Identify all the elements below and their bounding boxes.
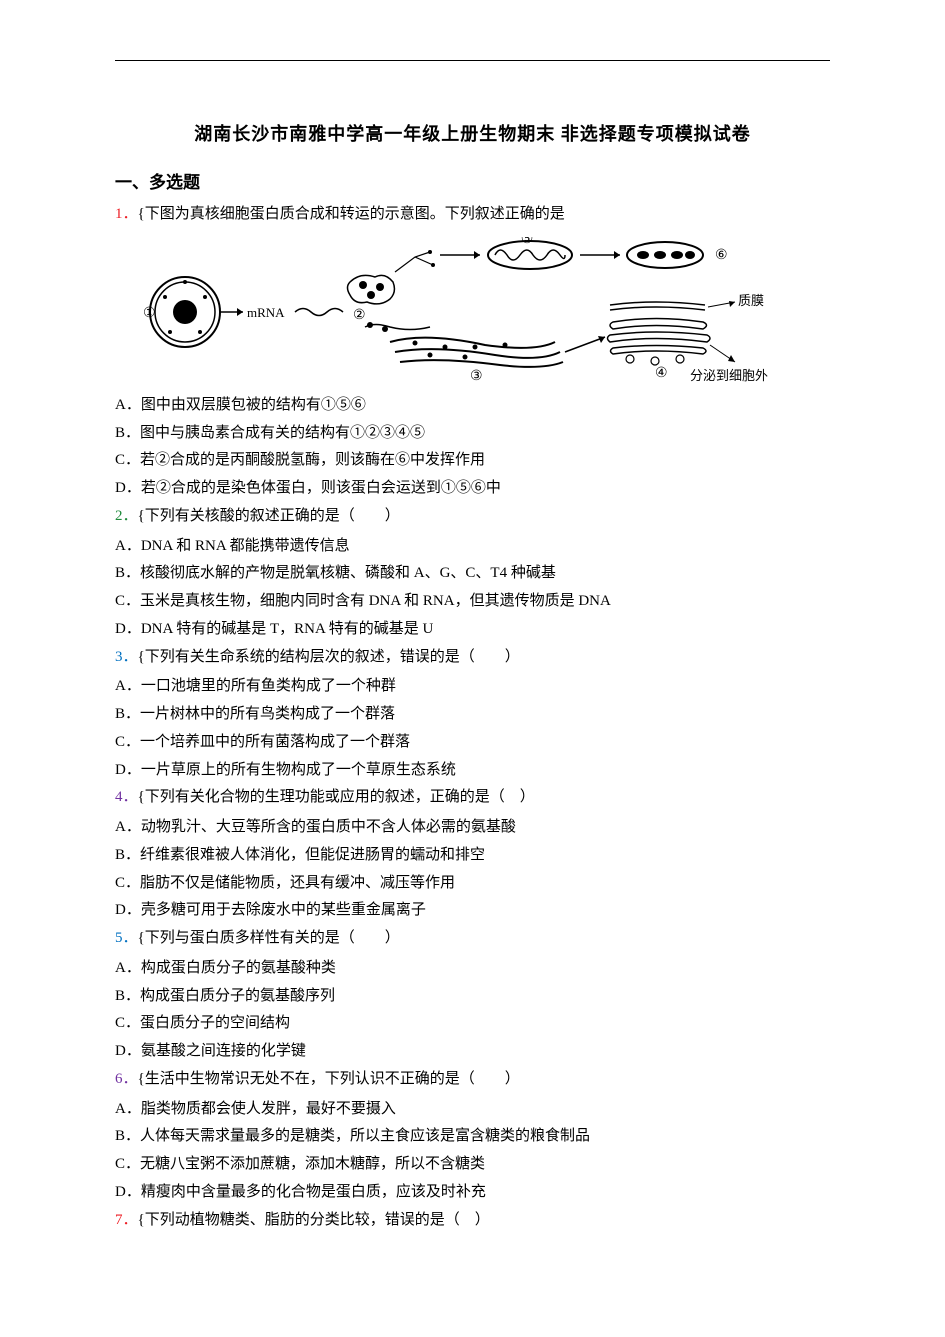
question-number: 4． (115, 789, 138, 805)
q3-option-c: C．一个培养皿中的所有菌落构成了一个群落 (115, 729, 830, 757)
q4-option-a: A．动物乳汁、大豆等所含的蛋白质中不含人体必需的氨基酸 (115, 814, 830, 842)
q1-option-d: D．若②合成的是染色体蛋白，则该蛋白会运送到①⑤⑥中 (115, 475, 830, 503)
question-text: {下列与蛋白质多样性有关的是（ ） (138, 930, 400, 946)
question-text: {下图为真核细胞蛋白质合成和转运的示意图。下列叙述正确的是 (138, 206, 565, 222)
question-number: 6． (115, 1071, 138, 1087)
q4-option-d: D．壳多糖可用于去除废水中的某些重金属离子 (115, 897, 830, 925)
q2-option-d: D．DNA 特有的碱基是 T，RNA 特有的碱基是 U (115, 616, 830, 644)
page-title: 湖南长沙市南雅中学高一年级上册生物期末 非选择题专项模拟试卷 (115, 120, 830, 146)
q1-option-c: C．若②合成的是丙酮酸脱氢酶，则该酶在⑥中发挥作用 (115, 447, 830, 475)
q6-option-c: C．无糖八宝粥不添加蔗糖，添加木糖醇，所以不含糖类 (115, 1151, 830, 1179)
question-1-stem: 1．{下图为真核细胞蛋白质合成和转运的示意图。下列叙述正确的是 (115, 201, 830, 229)
label-6: ⑥ (715, 248, 728, 263)
q2-option-b: B．核酸彻底水解的产物是脱氧核糖、磷酸和 A、G、C、T4 种碱基 (115, 560, 830, 588)
label-2: ② (353, 308, 366, 323)
q2-option-a: A．DNA 和 RNA 都能携带遗传信息 (115, 533, 830, 561)
question-number: 2． (115, 508, 138, 524)
membrane-label: 质膜 (738, 293, 764, 308)
label-1: ① (143, 306, 156, 321)
question-5-stem: 5．{下列与蛋白质多样性有关的是（ ） (115, 925, 830, 953)
q6-option-d: D．精瘦肉中含量最多的化合物是蛋白质，应该及时补充 (115, 1179, 830, 1207)
question-3-stem: 3．{下列有关生命系统的结构层次的叙述，错误的是（ ） (115, 644, 830, 672)
q5-option-b: B．构成蛋白质分子的氨基酸序列 (115, 983, 830, 1011)
question-6-stem: 6．{生活中生物常识无处不在，下列认识不正确的是（ ） (115, 1066, 830, 1094)
label-3: ③ (470, 369, 483, 382)
secrete-label: 分泌到细胞外 (690, 368, 768, 382)
q5-option-d: D．氨基酸之间连接的化学键 (115, 1038, 830, 1066)
question-number: 5． (115, 930, 138, 946)
question-text: {下列有关化合物的生理功能或应用的叙述，正确的是（ ） (138, 789, 535, 805)
mrna-label: mRNA (247, 305, 285, 320)
cell-diagram: ① mRNA ② ⑤ (135, 237, 775, 382)
question-number: 7． (115, 1212, 138, 1228)
question-text: {下列有关生命系统的结构层次的叙述，错误的是（ ） (138, 649, 520, 665)
q6-option-b: B．人体每天需求量最多的是糖类，所以主食应该是富含糖类的粮食制品 (115, 1123, 830, 1151)
q1-option-b: B．图中与胰岛素合成有关的结构有①②③④⑤ (115, 420, 830, 448)
question-2-stem: 2．{下列有关核酸的叙述正确的是（ ） (115, 503, 830, 531)
question-text: {下列有关核酸的叙述正确的是（ ） (138, 508, 400, 524)
question-text: {下列动植物糖类、脂肪的分类比较，错误的是（ ） (138, 1212, 490, 1228)
section-header: 一、多选题 (115, 168, 830, 193)
q4-option-b: B．纤维素很难被人体消化，但能促进肠胃的蠕动和排空 (115, 842, 830, 870)
label-4: ④ (655, 366, 668, 381)
q4-option-c: C．脂肪不仅是储能物质，还具有缓冲、减压等作用 (115, 870, 830, 898)
q5-option-c: C．蛋白质分子的空间结构 (115, 1010, 830, 1038)
question-number: 3． (115, 649, 138, 665)
q2-option-c: C．玉米是真核生物，细胞内同时含有 DNA 和 RNA，但其遗传物质是 DNA (115, 588, 830, 616)
q6-option-a: A．脂类物质都会使人发胖，最好不要摄入 (115, 1096, 830, 1124)
q5-option-a: A．构成蛋白质分子的氨基酸种类 (115, 955, 830, 983)
question-7-stem: 7．{下列动植物糖类、脂肪的分类比较，错误的是（ ） (115, 1207, 830, 1235)
question-text: {生活中生物常识无处不在，下列认识不正确的是（ ） (138, 1071, 520, 1087)
q3-option-b: B．一片树林中的所有鸟类构成了一个群落 (115, 701, 830, 729)
question-number: 1． (115, 206, 138, 222)
q1-option-a: A．图中由双层膜包被的结构有①⑤⑥ (115, 392, 830, 420)
label-5: ⑤ (521, 237, 534, 247)
question-4-stem: 4．{下列有关化合物的生理功能或应用的叙述，正确的是（ ） (115, 784, 830, 812)
q3-option-d: D．一片草原上的所有生物构成了一个草原生态系统 (115, 757, 830, 785)
q3-option-a: A．一口池塘里的所有鱼类构成了一个种群 (115, 673, 830, 701)
